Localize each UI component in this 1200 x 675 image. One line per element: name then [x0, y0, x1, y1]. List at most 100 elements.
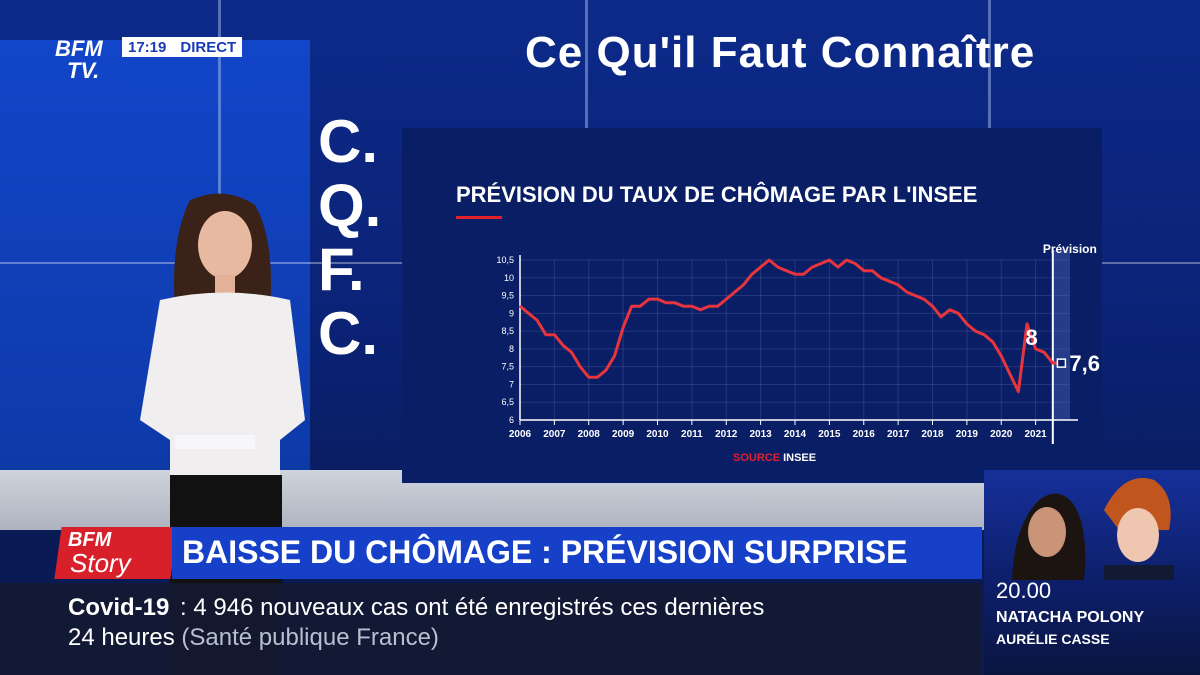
promo-host-2: AURÉLIE CASSE [996, 631, 1110, 647]
ticker-topic: Covid-19 [68, 594, 170, 621]
y-tick-label: 10,5 [496, 255, 514, 265]
series-point [562, 344, 564, 347]
promo-host-1: NATACHA POLONY [996, 609, 1145, 626]
y-axis-ticks: 6 6,5 7 7,5 8 8,5 9 9,5 10 10,5 [496, 255, 514, 425]
series-point [974, 330, 977, 332]
series-point [596, 376, 599, 379]
series-point [519, 305, 521, 308]
chart-title-underline [456, 216, 502, 219]
headline-text: BAISSE DU CHÔMAGE : PRÉVISION SURPRISE [182, 534, 908, 570]
y-tick-label: 7 [509, 379, 514, 389]
ticker-text-2: 24 heures [68, 624, 175, 651]
chart-source: SOURCE INSEE [733, 452, 816, 464]
live-label: DIRECT [180, 38, 237, 56]
series-point [802, 273, 805, 276]
series-point [777, 266, 779, 268]
series-point [648, 298, 650, 300]
series-point [957, 312, 960, 315]
series-point [940, 316, 942, 318]
acronym-letter: C. [318, 108, 378, 175]
x-tick-label: 2013 [750, 429, 773, 440]
x-tick-label: 2014 [784, 429, 807, 440]
series-point [699, 308, 702, 311]
y-tick-label: 10 [504, 273, 514, 283]
y-tick-label: 6,5 [501, 397, 514, 407]
x-tick-label: 2009 [612, 429, 635, 440]
series-point [1009, 372, 1011, 375]
y-tick-label: 7,5 [501, 362, 514, 372]
chart-grid [519, 259, 1070, 421]
y-tick-label: 8,5 [501, 326, 514, 336]
x-tick-label: 2012 [715, 429, 738, 440]
series-point [759, 266, 762, 268]
x-tick-label: 2010 [646, 429, 669, 440]
acronym-letter: C. [318, 300, 378, 367]
series-point [966, 323, 968, 325]
x-tick-label: 2008 [578, 429, 601, 440]
series-point [1043, 351, 1046, 354]
series-point [673, 301, 676, 304]
annotation-marker [1056, 358, 1067, 368]
series-point [656, 298, 659, 300]
series-point [880, 276, 882, 279]
series-point [914, 294, 917, 297]
y-tick-label: 6 [509, 415, 514, 425]
series-point [854, 262, 856, 265]
series-point [862, 269, 865, 272]
source-label: SOURCE [733, 452, 781, 464]
series-point [888, 280, 891, 283]
series-point [613, 355, 616, 357]
series-point [905, 291, 908, 293]
acronym-letter: Q. [318, 172, 382, 239]
forecast-shade [1052, 250, 1070, 420]
series-point [725, 298, 728, 300]
story-badge-line-2: Story [70, 548, 131, 578]
series-point [923, 298, 925, 300]
acronym-letter: F. [318, 236, 365, 303]
series-point [527, 312, 530, 315]
x-tick-label: 2015 [818, 429, 841, 440]
series-point [716, 305, 719, 308]
wall-title: Ce Qu'il Faut Connaître [525, 28, 1036, 77]
series-point [553, 333, 556, 336]
series-point [622, 326, 624, 329]
series-points [519, 259, 1063, 393]
story-badge-line-1: BFM [68, 529, 112, 551]
series-point [785, 269, 788, 272]
series-point [630, 305, 633, 308]
chart-axes [519, 255, 1078, 421]
series-point [1000, 355, 1003, 357]
x-axis-ticks: 2006 2007 2008 2009 2010 2011 2012 2013 2014 2015… [509, 420, 1047, 440]
forecast-label: Prévision [1043, 242, 1097, 256]
ticker-line-1: Covid-19 : 4 946 nouveaux cas ont été en… [68, 594, 765, 621]
y-tick-label: 9 [509, 308, 514, 318]
bfmtv-logo: BFM TV. [55, 36, 117, 84]
chart-annotations: 87,6 [1026, 325, 1101, 376]
live-strip: 17:19 DIRECT [122, 37, 243, 57]
series-line-unemployment-rate [519, 258, 1062, 394]
hosts-portrait [1012, 478, 1174, 580]
series-point [983, 333, 985, 336]
series-point [742, 284, 745, 286]
series-point [579, 365, 581, 368]
series-point [708, 305, 710, 308]
series-point [1034, 348, 1037, 350]
series-point [605, 369, 607, 372]
series-point [948, 308, 951, 311]
x-tick-label: 2021 [1025, 429, 1048, 440]
series-point [587, 376, 590, 379]
series-point [837, 266, 839, 268]
series-point [1026, 323, 1028, 325]
annotation-label: 7,6 [1069, 351, 1100, 376]
series-point [544, 333, 547, 336]
source-value: INSEE [783, 452, 817, 464]
series-point [991, 340, 994, 343]
series-point [794, 273, 796, 276]
logo-line-1: BFM [55, 36, 103, 61]
chart-title: PRÉVISION DU TAUX DE CHÔMAGE PAR L'INSEE [456, 182, 978, 207]
show-promo [984, 470, 1200, 675]
series-point [639, 305, 642, 308]
logo-line-2: TV. [67, 58, 100, 83]
series-point [536, 319, 538, 322]
